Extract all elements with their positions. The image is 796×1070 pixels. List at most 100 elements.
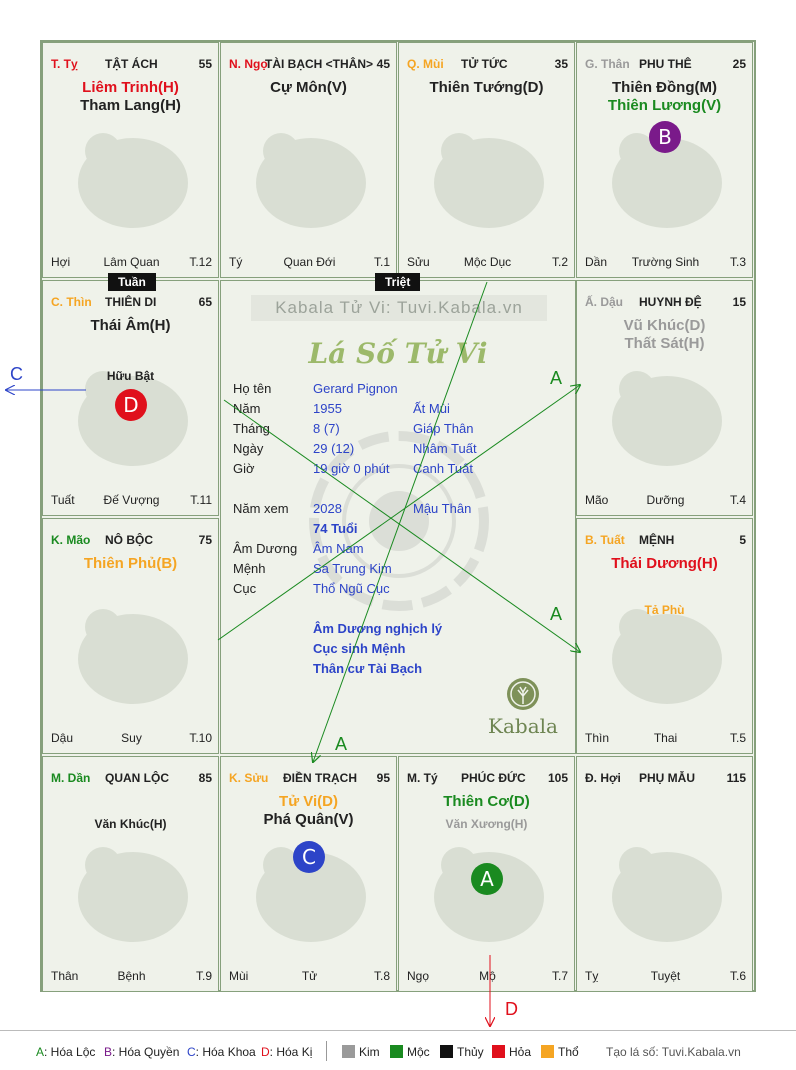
palace-header: Đ. Hợi PHỤ MẪU 115: [585, 771, 746, 787]
main-stars: Liêm Trinh(H) Tham Lang(H): [43, 79, 218, 115]
moc-swatch: [390, 1045, 403, 1058]
footer-month: T.9: [195, 969, 212, 983]
footer-branch: Thìn: [585, 731, 610, 745]
legend-key: D: [261, 1045, 270, 1059]
legend-thuy: Thủy: [440, 1045, 484, 1059]
footer-month: T.4: [729, 493, 746, 507]
thuy-swatch: [440, 1045, 453, 1058]
tuan-tag: Tuần: [108, 273, 156, 291]
palace-menh: B. Tuất MỆNH 5 Thái Dương(H) Tả Phù Thìn …: [576, 518, 753, 754]
earthly-branch: M. Tý: [407, 771, 438, 785]
monkey-icon: [612, 133, 722, 228]
palace-header: B. Tuất MỆNH 5: [585, 533, 746, 549]
palace-footer: Mão Dưỡng T.4: [585, 493, 746, 507]
palace-thien-di: C. Thìn THIÊN DI 65 Thái Âm(H) Hữu Bật D T…: [42, 280, 219, 516]
footer-month: T.7: [551, 969, 568, 983]
palace-age: 115: [726, 771, 746, 785]
kabala-logo: Kabala: [483, 677, 563, 738]
label-gio: Giờ: [233, 461, 255, 476]
footer-stage: Quan Đới: [283, 255, 336, 269]
main-star: Thiên Tướng(D): [429, 79, 544, 96]
main-star: Thiên Đồng(M): [612, 79, 717, 96]
legend-moc: Mộc: [390, 1045, 430, 1059]
palace-huynh-de: Ấ. Dậu HUYNH ĐỆ 15 Vũ Khúc(D) Thất Sát(H)…: [576, 280, 753, 516]
earthly-branch: K. Sửu: [229, 771, 269, 785]
earthly-branch: C. Thìn: [51, 295, 92, 309]
palace-age: 45: [376, 57, 390, 71]
snake-icon: [78, 133, 188, 228]
footer-month: T.11: [190, 493, 212, 507]
palace-name: TỬ TỨC: [461, 57, 508, 71]
legend-label: : Hóa Lộc: [44, 1045, 96, 1059]
earthly-branch: K. Mão: [51, 533, 91, 547]
main-stars: Thiên Cơ(D): [399, 793, 574, 811]
earthly-branch: Ấ. Dậu: [585, 295, 624, 309]
main-stars: Cự Môn(V): [221, 79, 396, 97]
legend-label: Kim: [359, 1045, 380, 1059]
palace-header: M. Dần QUAN LỘC 85: [51, 771, 212, 787]
palace-name: QUAN LỘC: [105, 771, 169, 785]
palace-age: 75: [198, 533, 212, 547]
value-nam-xem-can-chi: Mậu Thân: [413, 501, 472, 516]
rat-icon: [434, 847, 544, 942]
legend-key: A: [36, 1045, 45, 1059]
main-star: Cự Môn(V): [270, 79, 347, 96]
palace-footer: Ngọ Mộ T.7: [407, 969, 568, 983]
palace-footer: Sửu Mộc Dục T.2: [407, 255, 568, 269]
footer-stage: Lâm Quan: [103, 255, 160, 269]
palace-name: PHỤ MẪU: [639, 771, 695, 785]
footer-stage: Mộc Dục: [463, 255, 512, 269]
watermark-text: Kabala Tử Vi: Tuvi.Kabala.vn: [251, 295, 547, 321]
main-stars: Thái Âm(H): [43, 317, 218, 335]
main-star: Tham Lang(H): [80, 97, 181, 114]
site-link[interactable]: Tạo lá số: Tuvi.Kabala.vn: [606, 1045, 741, 1059]
palace-footer: Mùi Tử T.8: [229, 969, 390, 983]
palace-footer: Thân Bệnh T.9: [51, 969, 212, 983]
tree-icon: [507, 678, 539, 710]
palace-name: TẬT ÁCH: [105, 57, 158, 71]
palace-name: HUYNH ĐỆ: [639, 295, 702, 309]
hoa-badge-b: B: [649, 121, 681, 153]
legend-label: Thổ: [558, 1045, 579, 1059]
footer-branch: Ngọ: [407, 969, 430, 983]
hoa-badge-a: A: [471, 863, 503, 895]
notes-list: Âm Dương nghịch lý Cục sinh Mệnh Thân cư…: [313, 619, 442, 679]
value-gio: 19 giờ 0 phút: [313, 461, 390, 476]
value-nam: 1955: [313, 401, 342, 416]
birth-info-table: Họ tên Gerard Pignon Năm 1955 Ất Mùi Tháng 8…: [233, 381, 573, 601]
hoa-badge-d: D: [115, 389, 147, 421]
legend-hoa-quyen: B: Hóa Quyền: [104, 1045, 179, 1059]
legend-hoa: Hỏa: [492, 1045, 531, 1059]
minor-star: Hữu Bật: [106, 369, 155, 383]
footer-branch: Tý: [229, 255, 243, 269]
label-nam: Năm: [233, 401, 261, 416]
palace-name: THIÊN DI: [105, 295, 157, 309]
label-menh: Mệnh: [233, 561, 266, 576]
center-info-panel: Kabala Tử Vi: Tuvi.Kabala.vn Lá Số Tử Vi…: [220, 280, 576, 754]
palace-name: NÔ BỘC: [105, 533, 153, 547]
palace-name: PHU THÊ: [639, 57, 692, 71]
main-stars: Thiên Tướng(D): [399, 79, 574, 97]
footer-month: T.10: [189, 731, 212, 745]
earthly-branch: Q. Mùi: [407, 57, 444, 71]
value-nam-can-chi: Ất Mùi: [413, 401, 450, 416]
tu-vi-chart: T. Tỵ TẬT ÁCH 55 Liêm Trinh(H) Tham Lang(…: [40, 40, 756, 992]
legend-label: Thủy: [457, 1045, 484, 1059]
footer-branch: Dậu: [51, 731, 74, 745]
legend-bar: A: Hóa Lộc B: Hóa Quyền C: Hóa Khoa D: H…: [0, 1030, 796, 1070]
legend-label: : Hóa Kị: [269, 1045, 313, 1059]
main-star: Thiên Lương(V): [607, 97, 722, 114]
palace-header: K. Sửu ĐIỀN TRẠCH 95: [229, 771, 390, 787]
rabbit-icon: [78, 609, 188, 704]
palace-name: MỆNH: [639, 533, 675, 547]
footer-branch: Sửu: [407, 255, 430, 269]
palace-no-boc: K. Mão NÔ BỘC 75 Thiên Phủ(B) Dậu Suy T.…: [42, 518, 219, 754]
legend-label: Mộc: [407, 1045, 430, 1059]
label-nam-xem: Năm xem: [233, 501, 289, 516]
palace-header: K. Mão NÔ BỘC 75: [51, 533, 212, 549]
arrow-label-d: D: [505, 999, 518, 1019]
main-star: Thiên Cơ(D): [443, 793, 530, 810]
palace-dien-trach: K. Sửu ĐIỀN TRẠCH 95 Tử Vi(D) Phá Quân(V)…: [220, 756, 397, 992]
main-star: Thiên Phủ(B): [83, 555, 178, 572]
footer-branch: Mão: [585, 493, 609, 507]
